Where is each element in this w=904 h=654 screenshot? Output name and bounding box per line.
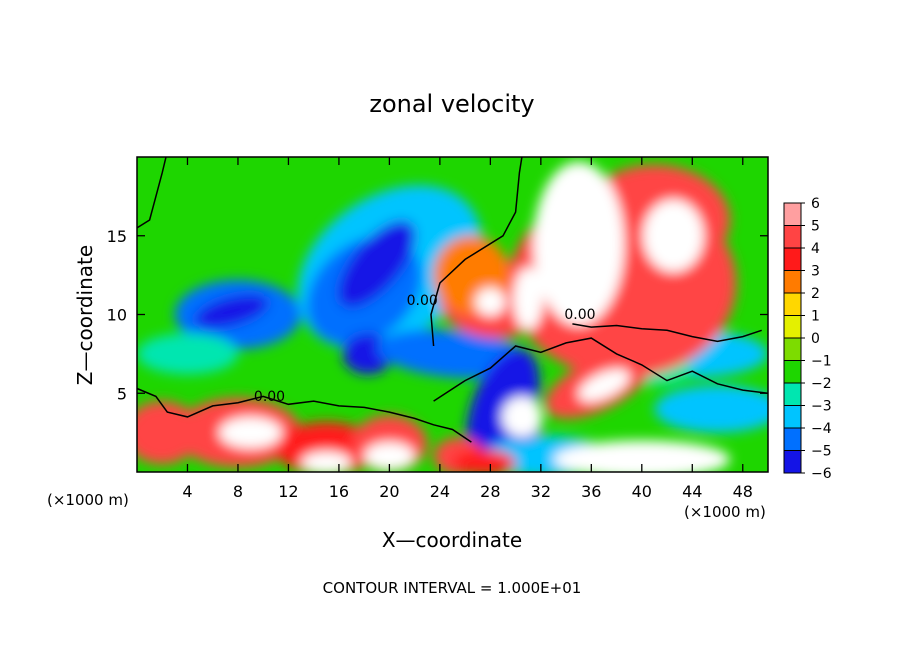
x-tick-label: 8 xyxy=(233,482,243,501)
colorbar-label: −5 xyxy=(811,444,832,460)
colorbar-segment xyxy=(783,225,802,249)
x-tick-label: 12 xyxy=(278,482,298,501)
velocity-region-23 xyxy=(578,369,630,402)
contour-label: 0.00 xyxy=(254,389,285,405)
colorbar-label: 0 xyxy=(811,331,820,347)
colorbar-label: 2 xyxy=(811,286,820,302)
colorbar-label: 5 xyxy=(811,219,820,235)
y-axis-ticks: 5 10 15 xyxy=(107,227,768,403)
x-axis-label: X—coordinate xyxy=(382,528,522,552)
colorbar-label: 3 xyxy=(811,264,820,280)
colorbar-label: −6 xyxy=(811,466,832,482)
velocity-region-20 xyxy=(643,199,704,272)
colorbar-segment xyxy=(783,292,802,316)
contour-label: 0.00 xyxy=(564,307,595,323)
zero-contour-line-0 xyxy=(137,387,472,443)
x-tick-label: 16 xyxy=(329,482,349,501)
zero-contours xyxy=(137,157,768,443)
velocity-region-19 xyxy=(533,161,625,326)
colorbar-segment xyxy=(783,202,802,226)
x-tick-label: 28 xyxy=(480,482,500,501)
x-tick-label: 20 xyxy=(379,482,399,501)
velocity-region-29 xyxy=(452,449,516,472)
x-tick-label: 40 xyxy=(632,482,652,501)
colorbar-label: 6 xyxy=(811,196,820,212)
velocity-region-30 xyxy=(219,416,283,449)
zero-contour-line-3 xyxy=(572,323,762,343)
velocity-region-31 xyxy=(301,451,352,472)
colorbar-segment xyxy=(783,247,802,271)
y-tick-label: 10 xyxy=(107,306,127,325)
velocity-region-33 xyxy=(501,396,543,438)
colorbar-label: −4 xyxy=(811,421,832,437)
colorbar: 6 5 4 3 2 1 0 −1 −2 −3 −4 −5 −6 xyxy=(783,196,832,482)
velocity-region-34 xyxy=(553,440,731,472)
heatmap-blobs xyxy=(137,161,768,472)
colorbar-segment xyxy=(783,315,802,339)
velocity-region-11 xyxy=(654,385,768,433)
x-tick-label: 24 xyxy=(430,482,450,501)
colorbar-label: 1 xyxy=(811,309,820,325)
x-tick-label: 32 xyxy=(531,482,551,501)
colorbar-segment xyxy=(783,405,802,429)
velocity-region-6 xyxy=(137,333,238,375)
chart-title: zonal velocity xyxy=(369,90,534,118)
contour-labels: 0.00 0.00 0.00 xyxy=(254,293,596,405)
x-tick-label: 44 xyxy=(682,482,702,501)
colorbar-segment xyxy=(783,270,802,294)
zero-contour-line-1 xyxy=(433,337,768,402)
colorbar-segment xyxy=(783,450,802,474)
y-tick-label: 15 xyxy=(107,227,127,246)
colorbar-segment xyxy=(783,427,802,451)
zero-contour-line-2 xyxy=(430,157,523,347)
y-axis-label: Z—coordinate xyxy=(73,245,97,385)
contour-label: 0.00 xyxy=(407,293,438,309)
colorbar-label: −2 xyxy=(811,376,832,392)
colorbar-segment xyxy=(783,382,802,406)
velocity-region-32 xyxy=(364,442,415,471)
colorbar-segment xyxy=(783,360,802,384)
velocity-region-21 xyxy=(475,287,506,317)
colorbar-label: −1 xyxy=(811,354,832,370)
x-unit-right: (×1000 m) xyxy=(684,503,766,521)
velocity-region-26 xyxy=(275,421,377,472)
zero-contour-line-4 xyxy=(137,157,167,229)
contour-interval-note: CONTOUR INTERVAL = 1.000E+01 xyxy=(323,579,582,597)
x-unit-left: (×1000 m) xyxy=(47,491,129,509)
heatmap-field xyxy=(137,157,768,472)
velocity-region-3 xyxy=(338,220,416,308)
y-tick-label: 5 xyxy=(117,384,127,403)
x-tick-label: 4 xyxy=(182,482,192,501)
colorbar-label: −3 xyxy=(811,399,832,415)
x-axis-ticks: 4 8 12 16 20 24 28 32 36 40 44 48 xyxy=(182,157,753,501)
colorbar-segment xyxy=(783,337,802,361)
x-tick-label: 36 xyxy=(581,482,601,501)
velocity-region-22 xyxy=(513,267,544,331)
x-tick-label: 48 xyxy=(733,482,753,501)
velocity-region-7 xyxy=(377,329,528,379)
colorbar-label: 4 xyxy=(811,241,820,257)
velocity-region-4 xyxy=(194,294,269,329)
